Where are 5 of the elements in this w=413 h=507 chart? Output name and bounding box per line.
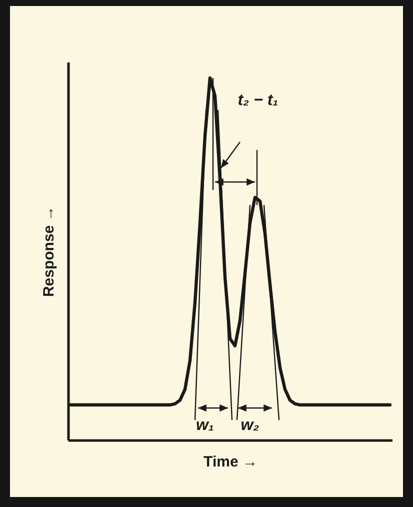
annotation: w₁ bbox=[196, 417, 214, 434]
y-axis-title: Response → bbox=[40, 206, 58, 297]
annotation: t₂ − t₁ bbox=[238, 92, 278, 109]
annotation: w₂ bbox=[240, 417, 260, 434]
x-axis-title: Time → bbox=[204, 454, 258, 470]
